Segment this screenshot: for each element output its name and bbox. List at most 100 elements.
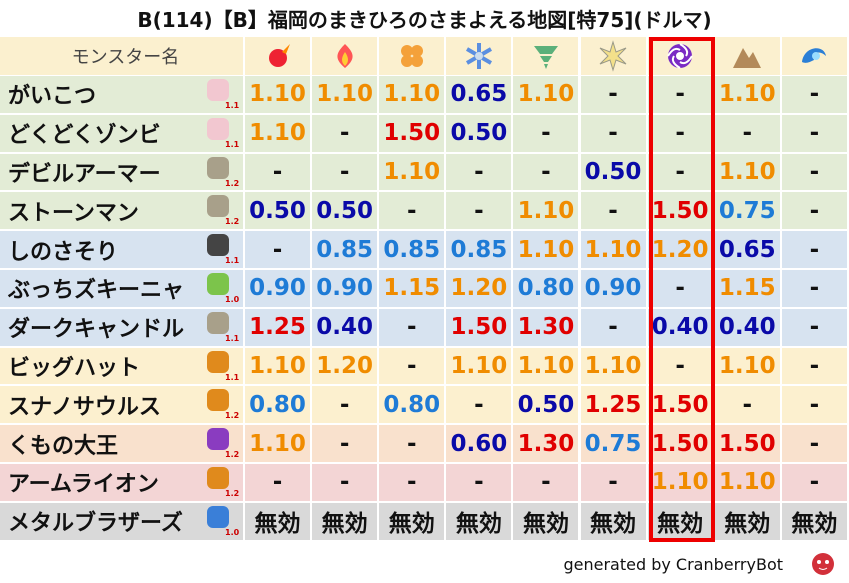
monster-name: がいこつ [8,84,97,110]
value-cell: 1.30 [513,308,579,346]
rank-label: 1.1 [225,139,240,149]
family-icon [207,389,229,412]
value-cell: - [312,153,378,191]
family-icon [207,311,229,334]
value-cell: - [513,464,579,501]
highlight-column [649,37,715,542]
monster-name: ビッグハット [8,355,141,381]
value-cell: 1.10 [714,464,780,501]
value-cell: - [580,114,646,152]
monster-name: デビルアーマー [8,161,161,187]
value-cell: - [647,76,713,113]
value-cell: - [379,308,445,346]
value-cell: 無効 [379,502,445,540]
rank-label: 1.1 [225,256,240,266]
value-cell: 1.10 [245,425,311,462]
value-cell: - [446,192,512,230]
value-cell: - [580,192,646,230]
value-cell: - [312,464,378,501]
value-cell: 1.50 [647,192,713,230]
name-cell: ぶっちズキーニャ [0,270,243,307]
value-cell: - [379,464,445,501]
header-cell [580,37,646,75]
rank-label: 1.1 [225,372,240,382]
value-cell: 無効 [245,502,311,540]
element-icon [667,43,693,69]
value-cell: - [513,114,579,152]
value-cell: - [379,425,445,462]
value-cell: 1.50 [379,114,445,152]
value-cell: 1.10 [714,76,780,113]
value-cell: 1.10 [714,153,780,191]
value-cell: 1.10 [647,464,713,501]
element-icon [599,40,627,72]
value-cell: 1.15 [379,270,445,307]
name-cell: しのさそり [0,231,243,268]
monster-name: ダークキャンドル [8,317,185,343]
value-cell: 1.50 [647,386,713,424]
value-cell: 0.50 [245,192,311,230]
value-cell: 0.85 [312,231,378,268]
value-cell: - [714,114,780,152]
value-cell: 1.10 [379,76,445,113]
rank-label: 1.2 [225,450,240,460]
value-cell: - [781,425,847,462]
value-cell: 1.10 [513,347,579,385]
value-cell: 0.40 [647,308,713,346]
value-cell: 0.60 [446,425,512,462]
value-cell: 1.50 [446,308,512,346]
name-cell: ダークキャンドル [0,308,243,346]
value-cell: - [647,347,713,385]
element-icon [337,44,353,68]
value-cell: 0.75 [714,192,780,230]
value-cell: 0.80 [379,386,445,424]
name-cell: くもの大王 [0,425,243,462]
value-cell: 1.10 [245,76,311,113]
name-cell: メタルブラザーズ [0,502,243,540]
family-icon [207,117,229,140]
header-cell [245,37,311,75]
family-icon [207,156,229,179]
value-cell: - [580,76,646,113]
value-cell: 0.65 [714,231,780,268]
value-cell: - [580,464,646,501]
value-cell: 0.85 [446,231,512,268]
header-cell [781,37,847,75]
element-icon [802,48,827,63]
value-cell: - [312,425,378,462]
value-cell: - [647,153,713,191]
value-cell: 0.80 [513,270,579,307]
element-icon [465,43,492,69]
value-cell: 無効 [312,502,378,540]
value-cell: 1.10 [513,192,579,230]
header-cell [714,37,780,75]
header-cell [379,37,445,75]
value-cell: - [781,76,847,113]
value-cell: - [781,270,847,307]
value-cell: 無効 [580,502,646,540]
monster-name: アームライオン [8,472,159,498]
header-cell [446,37,512,75]
value-cell: 1.10 [513,231,579,268]
value-cell: 1.50 [714,425,780,462]
value-cell: 1.10 [245,347,311,385]
footer: generated by CranberryBot [563,555,783,574]
value-cell: 無効 [446,502,512,540]
value-cell: 1.25 [580,386,646,424]
element-icon [400,45,423,67]
monster-name: ストーンマン [8,200,139,226]
value-cell: 1.10 [446,347,512,385]
family-icon [207,350,229,373]
name-cell: アームライオン [0,464,243,501]
value-cell: 1.20 [312,347,378,385]
value-cell: - [647,270,713,307]
value-cell: 無効 [513,502,579,540]
name-cell: がいこつ [0,76,243,113]
element-icon [268,44,290,67]
header-cell [647,37,713,75]
value-cell: 1.10 [714,347,780,385]
value-cell: - [513,153,579,191]
value-cell: 0.50 [513,386,579,424]
value-cell: 0.40 [714,308,780,346]
